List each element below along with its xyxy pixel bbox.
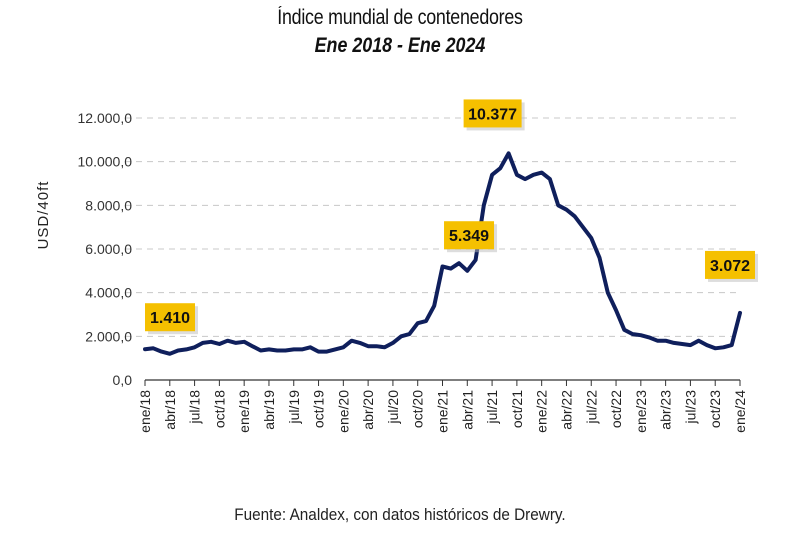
x-tick-label: ene/18 — [137, 390, 153, 433]
annotations: 1.410 5.349 10.377 3.072 — [145, 99, 758, 335]
x-tick-label: abr/18 — [162, 390, 178, 430]
x-tick-label: jul/22 — [583, 390, 599, 425]
x-tick-label: ene/22 — [534, 390, 550, 433]
y-tick-label: 12.000,0 — [78, 110, 133, 126]
callout-box — [444, 221, 495, 250]
gridlines — [125, 117, 740, 337]
y-tick-label: 0,0 — [113, 372, 133, 388]
x-tick-label: abr/21 — [459, 390, 475, 430]
x-tick-label: jul/19 — [286, 390, 302, 425]
x-tick-label: ene/23 — [633, 390, 649, 433]
y-tick-label: 8.000,0 — [85, 197, 132, 213]
y-tick-label: 10.000,0 — [78, 154, 133, 170]
callout-label: 1.410 — [150, 310, 190, 327]
x-tick-label: abr/19 — [261, 390, 277, 430]
chart-title: Índice mundial de contenedores — [277, 6, 523, 29]
x-tick-label: jul/20 — [385, 390, 401, 425]
x-tick-label: oct/23 — [707, 390, 723, 428]
x-tick-label: oct/21 — [509, 390, 525, 428]
callout: 1.410 — [145, 303, 198, 335]
x-tick-label: abr/20 — [360, 390, 376, 430]
callout-box — [145, 303, 195, 332]
x-tick-label: ene/20 — [335, 390, 351, 433]
x-tick-label: ene/21 — [435, 390, 451, 433]
x-tick-label: jul/18 — [187, 390, 203, 425]
y-tick-label: 6.000,0 — [85, 241, 132, 257]
source-note: Fuente: Analdex, con datos históricos de… — [234, 505, 566, 524]
callout: 10.377 — [463, 99, 525, 131]
x-tick-label: oct/20 — [410, 390, 426, 428]
callout-label: 3.072 — [710, 258, 750, 275]
x-tick-label: jul/23 — [682, 390, 698, 425]
callout: 3.072 — [705, 250, 758, 282]
callout: 5.349 — [444, 221, 498, 253]
y-tick-label: 4.000,0 — [85, 285, 132, 301]
x-tick-label: abr/22 — [558, 390, 574, 430]
callout-label: 5.349 — [449, 228, 489, 245]
chart-subtitle: Ene 2018 - Ene 2024 — [314, 34, 486, 57]
y-axis-label: USD/40ft — [35, 181, 52, 250]
x-tick-label: ene/24 — [732, 390, 748, 433]
series-layer — [143, 151, 742, 356]
y-axis: 0,0 2.000,0 4.000,0 6.000,0 8.000,0 10.000,0 1… — [78, 110, 133, 388]
x-tick-label: abr/23 — [658, 390, 674, 430]
x-tick-label: oct/19 — [311, 390, 327, 428]
y-tick-label: 2.000,0 — [85, 328, 132, 344]
callout-label: 10.377 — [468, 106, 517, 123]
x-tick-label: ene/19 — [236, 390, 252, 433]
x-tick-label: jul/21 — [484, 390, 500, 425]
callout-box — [463, 99, 522, 128]
callout-box — [705, 250, 755, 279]
series-line — [143, 151, 742, 356]
x-axis: ene/18 abr/18 jul/18 oct/18 ene/19 abr/19 jul/… — [137, 379, 748, 433]
x-tick-label: oct/22 — [608, 390, 624, 428]
x-tick-label: oct/18 — [211, 390, 227, 428]
